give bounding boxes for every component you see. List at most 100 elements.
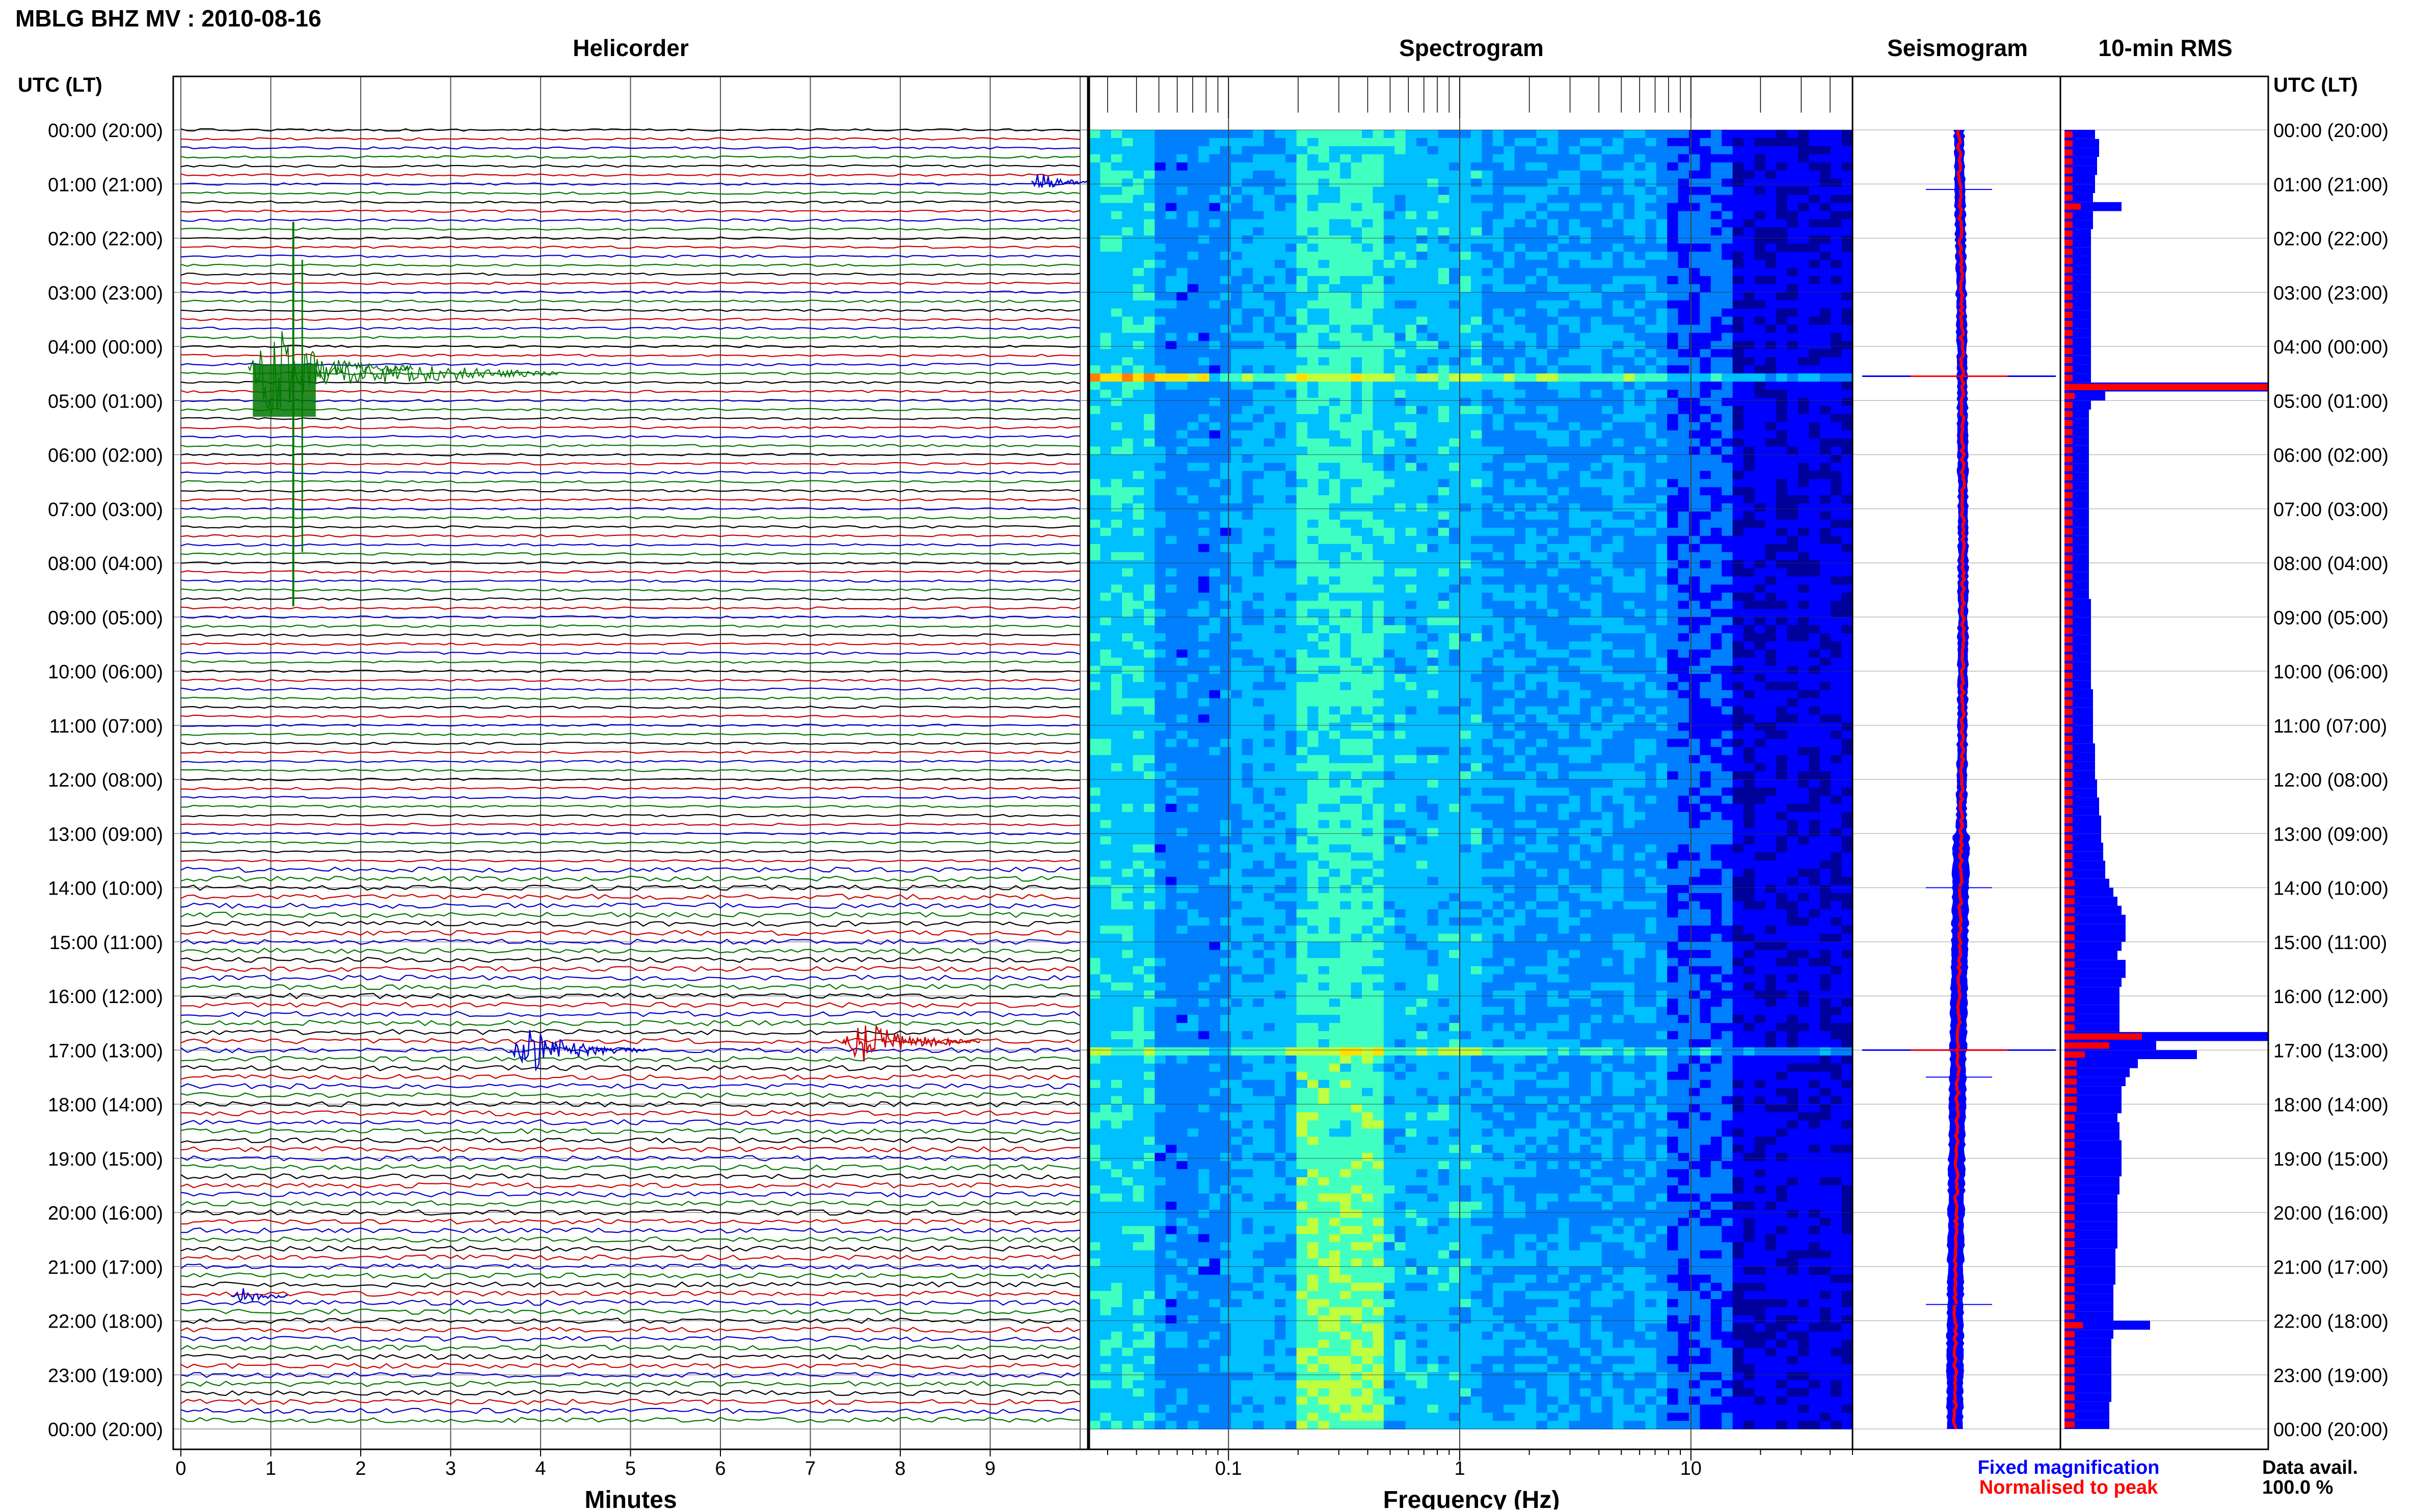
spectrogram-cell xyxy=(1351,227,1362,236)
spectrogram-cell xyxy=(1264,1072,1275,1081)
spectrogram-cell xyxy=(1384,1023,1395,1032)
spectrogram-cell xyxy=(1089,869,1101,877)
spectrogram-cell xyxy=(1351,1356,1362,1365)
spectrogram-cell xyxy=(1188,650,1199,658)
spectrogram-cell xyxy=(1373,812,1384,821)
spectrogram-cell xyxy=(1133,146,1144,155)
spectrogram-cell xyxy=(1351,869,1362,877)
spectrogram-cell xyxy=(1188,1340,1199,1348)
spectrogram-cell xyxy=(1089,577,1101,585)
spectrogram-cell xyxy=(1176,1185,1188,1194)
spectrogram-cell xyxy=(1122,244,1133,252)
spectrogram-cell xyxy=(1285,487,1297,496)
spectrogram-cell xyxy=(1307,1421,1319,1429)
spectrogram-cell xyxy=(1198,560,1210,569)
spectrogram-cell xyxy=(1231,536,1242,545)
spectrogram-cell xyxy=(1406,739,1417,747)
spectrogram-cell xyxy=(1220,276,1231,285)
spectrogram-cell xyxy=(1188,1421,1199,1429)
spectrogram-cell xyxy=(1155,560,1166,569)
spectrogram-cell xyxy=(1285,511,1297,520)
spectrogram-cell xyxy=(1144,1056,1155,1064)
spectrogram-cell xyxy=(1297,455,1308,464)
spectrogram-cell xyxy=(1166,845,1177,853)
spectrogram-cell xyxy=(1275,235,1286,244)
spectrogram-cell xyxy=(1231,284,1242,293)
spectrogram-cell xyxy=(1329,195,1340,204)
spectrogram-cell xyxy=(1209,763,1220,772)
spectrogram-cell xyxy=(1297,495,1308,504)
spectrogram-cell xyxy=(1231,1372,1242,1381)
spectrogram-cell xyxy=(1275,1242,1286,1251)
spectrogram-cell xyxy=(1394,934,1406,942)
spectrogram-cell xyxy=(1155,1096,1166,1105)
spectrogram-cell xyxy=(1220,804,1231,813)
spectrogram-cell xyxy=(1133,1348,1144,1357)
spectrogram-cell xyxy=(1111,804,1122,813)
spectrogram-cell xyxy=(1340,722,1351,731)
spectrogram-cell xyxy=(1176,860,1188,869)
spectrogram-cell xyxy=(1297,528,1308,536)
spectrogram-cell xyxy=(1155,771,1166,780)
spectrogram-cell xyxy=(1144,1128,1155,1137)
spectrogram-cell xyxy=(1111,1388,1122,1397)
spectrogram-cell xyxy=(1394,1128,1406,1137)
spectrogram-cell xyxy=(1340,747,1351,755)
spectrogram-cell xyxy=(1176,479,1188,488)
spectrogram-cell xyxy=(1242,203,1253,211)
spectrogram-cell xyxy=(1253,975,1264,983)
spectrogram-cell xyxy=(1188,1413,1199,1421)
spectrogram-cell xyxy=(1340,1015,1351,1023)
spectrogram-cell xyxy=(1198,1080,1210,1089)
spectrogram-cell xyxy=(1384,674,1395,683)
spectrogram-cell xyxy=(1133,763,1144,772)
spectrogram-cell xyxy=(1111,779,1122,788)
spectrogram-cell xyxy=(1176,909,1188,918)
spectrogram-cell xyxy=(1100,690,1111,699)
spectrogram-cell xyxy=(1329,1332,1340,1340)
spectrogram-cell xyxy=(1155,203,1166,211)
spectrogram-cell xyxy=(1231,641,1242,650)
spectrogram-cell xyxy=(1198,1120,1210,1129)
spectrogram-cell xyxy=(1285,950,1297,959)
page-title: MBLG BHZ MV : 2010-08-16 xyxy=(15,5,321,32)
spectrogram-cell xyxy=(1155,179,1166,187)
spectrogram-cell xyxy=(1318,934,1329,942)
spectrogram-cell xyxy=(1329,430,1340,439)
spectrogram-cell xyxy=(1089,990,1101,999)
spectrogram-cell xyxy=(1144,990,1155,999)
spectrogram-cell xyxy=(1198,1291,1210,1300)
spectrogram-cell xyxy=(1373,633,1384,642)
spectrogram-cell xyxy=(1122,235,1133,244)
spectrogram-cell xyxy=(1155,1356,1166,1365)
spectrogram-cell xyxy=(1188,1218,1199,1227)
helicorder-xtick-label: 1 xyxy=(265,1458,276,1479)
spectrogram-cell xyxy=(1297,1218,1308,1227)
spectrogram-cell xyxy=(1264,698,1275,707)
spectrogram-cell xyxy=(1188,1177,1199,1186)
spectrogram-cell xyxy=(1122,357,1133,366)
spectrogram-cell xyxy=(1373,1161,1384,1170)
spectrogram-cell xyxy=(1362,674,1373,683)
spectrogram-cell xyxy=(1318,942,1329,951)
spectrogram-cell xyxy=(1166,1031,1177,1040)
spectrogram-cell xyxy=(1307,268,1319,277)
spectrogram-cell xyxy=(1351,1299,1362,1308)
spectrogram-cell xyxy=(1144,487,1155,496)
spectrogram-cell xyxy=(1188,755,1199,764)
spectrogram-cell xyxy=(1351,1104,1362,1113)
spectrogram-cell xyxy=(1307,171,1319,179)
spectrogram-cell xyxy=(1297,154,1308,163)
spectrogram-cell xyxy=(1176,325,1188,334)
spectrogram-cell xyxy=(1406,227,1417,236)
spectrogram-cell xyxy=(1122,998,1133,1007)
spectrogram-cell xyxy=(1209,966,1220,975)
spectrogram-cell xyxy=(1220,373,1231,382)
spectrogram-cell xyxy=(1264,1185,1275,1194)
spectrogram-cell xyxy=(1394,479,1406,488)
spectrogram-cell xyxy=(1220,845,1231,853)
spectrogram-cell xyxy=(1231,698,1242,707)
spectrogram-cell xyxy=(1362,195,1373,204)
spectrogram-cell xyxy=(1275,1194,1286,1202)
spectrogram-cell xyxy=(1318,1096,1329,1105)
